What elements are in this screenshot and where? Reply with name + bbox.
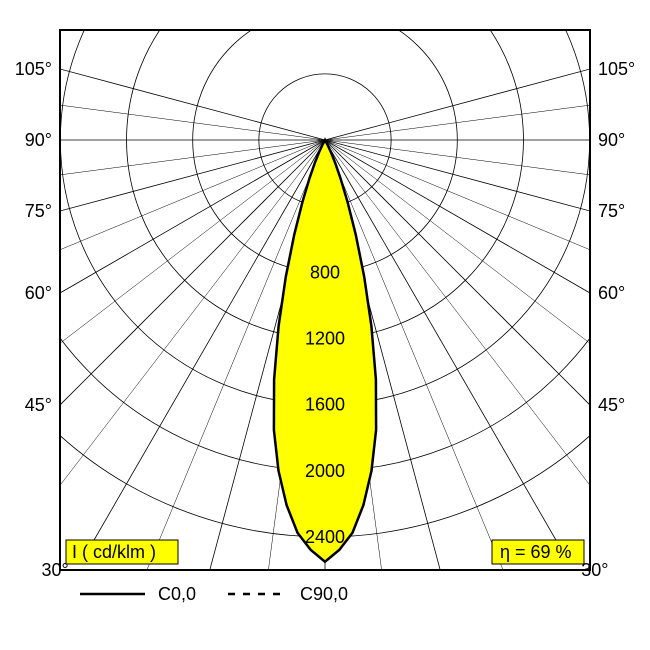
angle-label-right: 90° <box>598 130 625 150</box>
ring-label: 800 <box>310 262 340 282</box>
ring-label: 2000 <box>305 461 345 481</box>
ring-label: 2400 <box>305 527 345 547</box>
angle-label-left: 105° <box>15 59 52 79</box>
angle-label-left: 60° <box>25 283 52 303</box>
unit-label: I ( cd/klm ) <box>72 542 156 562</box>
angle-label-right: 30° <box>581 560 608 580</box>
polar-chart-container: 800 1200 1600 2000 2400 30° 30° 45° 45° 60° 60° 75°… <box>0 0 650 650</box>
legend-c90-label: C90,0 <box>300 584 348 604</box>
efficiency-label: η = 69 % <box>500 542 572 562</box>
angle-label-left: 90° <box>25 130 52 150</box>
angle-label-left: 75° <box>25 201 52 221</box>
ring-label: 1600 <box>305 395 345 415</box>
angle-label-right: 45° <box>598 395 625 415</box>
angle-label-right: 105° <box>598 59 635 79</box>
angle-label-right: 75° <box>598 201 625 221</box>
angle-label-left: 30° <box>42 560 69 580</box>
legend-c0-label: C0,0 <box>158 584 196 604</box>
angle-label-left: 45° <box>25 395 52 415</box>
angle-label-right: 60° <box>598 283 625 303</box>
ring-label: 1200 <box>305 328 345 348</box>
polar-chart-svg: 800 1200 1600 2000 2400 30° 30° 45° 45° 60° 60° 75°… <box>0 0 650 650</box>
